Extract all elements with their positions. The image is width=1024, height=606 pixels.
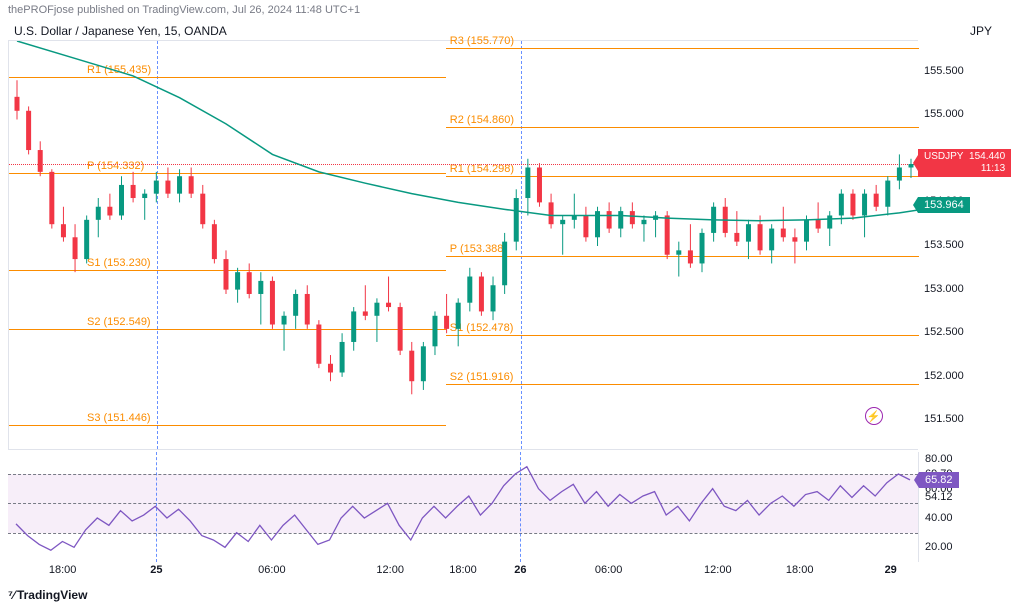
time-tick: 29 (885, 564, 897, 576)
time-tick: 06:00 (258, 564, 286, 576)
time-tick: 25 (150, 564, 162, 576)
tradingview-logo: ⁷⁄ TradingView (8, 588, 87, 602)
logo-icon: ⁷⁄ (8, 588, 15, 602)
time-tick: 06:00 (595, 564, 623, 576)
rsi-tick: 54.12 (925, 491, 953, 503)
publish-info: thePROFjose published on TradingView.com… (8, 4, 360, 16)
price-tick: 155.500 (924, 65, 964, 77)
price-tick: 153.000 (924, 283, 964, 295)
time-axis[interactable]: 18:00 25 06:00 12:00 18:00 26 06:00 12:00 18:00 2… (8, 562, 1016, 582)
price-tick: 151.500 (924, 413, 964, 425)
symbol-title: U.S. Dollar / Japanese Yen, 15, OANDA (14, 24, 227, 38)
price-axis[interactable]: 155.500155.000154.500154.000153.500153.0… (918, 40, 1016, 450)
rsi-tick: 80.00 (925, 453, 953, 465)
time-tick: 26 (514, 564, 526, 576)
time-tick: 12:00 (376, 564, 404, 576)
price-tick: 152.500 (924, 326, 964, 338)
price-chart[interactable]: R1 (155.435)P (154.332)S1 (153.230)S2 (1… (8, 40, 918, 450)
rsi-tick: 40.00 (925, 512, 953, 524)
rsi-axis[interactable]: 80.0069.7960.0054.1240.0020.0065.82 (918, 452, 1016, 562)
time-tick: 18:00 (49, 564, 77, 576)
rsi-pane[interactable] (8, 452, 918, 562)
rsi-tick: 20.00 (925, 541, 953, 553)
time-tick: 12:00 (704, 564, 732, 576)
time-tick: 18:00 (786, 564, 814, 576)
flash-icon[interactable]: ⚡ (865, 407, 883, 425)
rsi-svg (8, 452, 918, 562)
candles-svg (9, 41, 919, 451)
price-tick: 153.500 (924, 239, 964, 251)
time-tick: 18:00 (449, 564, 477, 576)
logo-text: TradingView (17, 588, 87, 602)
price-tick: 155.000 (924, 108, 964, 120)
price-flag-main: USDJPY 154.44011:13 (918, 149, 1011, 177)
price-flag-ma: 153.964 (918, 197, 970, 213)
price-tick: 152.000 (924, 370, 964, 382)
currency-label: JPY (970, 24, 992, 38)
rsi-value-flag: 65.82 (919, 472, 959, 488)
